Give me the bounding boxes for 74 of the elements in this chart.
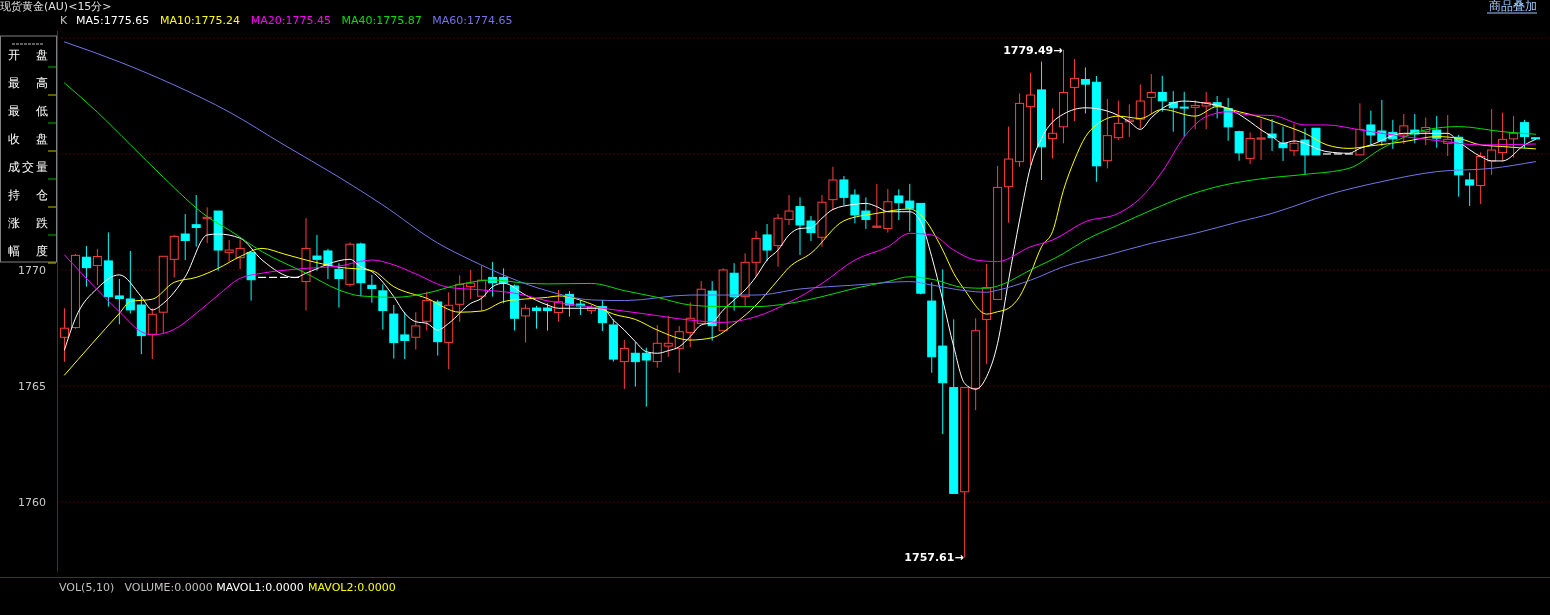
candlestick (1234, 130, 1244, 162)
candlestick (729, 262, 739, 312)
chart-title: 现货黄金(AU)<15分> (0, 0, 112, 13)
text: MA60:1774.65 (432, 14, 513, 27)
text: 成交量 (8, 160, 48, 174)
candlestick (92, 248, 102, 286)
text: MA10:1775.24 (159, 14, 241, 27)
candlestick (1465, 172, 1475, 207)
y-tick-label: 1760 (18, 495, 46, 509)
candlestick (1179, 91, 1189, 138)
text: 开盘 (8, 48, 48, 62)
candlestick (400, 311, 410, 360)
candlestick (1289, 123, 1299, 157)
candlestick (894, 188, 904, 221)
candlestick (81, 245, 91, 288)
text: MA40:1775.87 (341, 14, 422, 27)
candlestick (532, 305, 542, 330)
candlestick (1190, 99, 1200, 130)
candlestick (1080, 66, 1090, 114)
candlestick (1113, 100, 1123, 141)
candlestick (367, 274, 377, 304)
candlestick (1487, 108, 1497, 176)
text: VOLUME:0.0000 (124, 581, 213, 594)
text: 最高 (8, 76, 48, 90)
candlestick (422, 291, 432, 332)
candlestick (114, 278, 124, 325)
candlestick (630, 341, 640, 388)
text: 最低 (8, 104, 48, 118)
candlestick (125, 250, 135, 314)
text: 收盘 (8, 132, 48, 146)
candlestick (147, 307, 157, 360)
line-series (63, 41, 1537, 302)
candlestick (1520, 119, 1530, 149)
candlestick (1157, 75, 1167, 113)
candlestick (59, 307, 69, 363)
candlestick (1146, 73, 1156, 115)
y-tick-label: 1770 (18, 263, 46, 277)
candlestick (652, 324, 662, 369)
candlestick (1047, 107, 1057, 159)
candlestick (828, 166, 838, 211)
text: MA5:1775.65 (76, 14, 150, 27)
text: 持仓 (8, 188, 48, 202)
candlestick (455, 274, 465, 323)
text: 涨跌 (8, 216, 48, 230)
candlestick (180, 213, 190, 261)
candlestick (1509, 115, 1519, 159)
candlestick (1135, 83, 1145, 129)
text: VOL(5,10) (59, 581, 115, 594)
annotation: 1757.61→ (904, 551, 964, 565)
candlestick (762, 223, 772, 262)
annotation: 1779.49→ (1003, 43, 1063, 57)
candlestick (411, 311, 421, 351)
text: MA20:1775.45 (250, 14, 331, 27)
legend-title: K (60, 14, 68, 27)
y-tick-label: 1765 (18, 379, 46, 393)
text: MAVOL2:0.0000 (308, 581, 396, 594)
candlestick (1399, 113, 1409, 145)
candlestick (1069, 58, 1079, 122)
candlestick (641, 347, 651, 408)
candlestick (1278, 126, 1288, 162)
candlestick (191, 194, 201, 248)
candlestick (1026, 72, 1036, 166)
candlestick (521, 303, 531, 344)
candlestick (334, 262, 344, 309)
candlestick (543, 302, 553, 332)
text: 幅度 (8, 244, 48, 258)
candlestick (378, 283, 388, 331)
candlestick (905, 183, 915, 233)
text: MAVOL1:0.0000 (216, 581, 304, 594)
candlestick (619, 339, 629, 390)
candlestick (663, 315, 673, 358)
candlestick (169, 234, 179, 278)
line-series (63, 82, 1537, 308)
text: 商品叠加 (1489, 0, 1537, 13)
